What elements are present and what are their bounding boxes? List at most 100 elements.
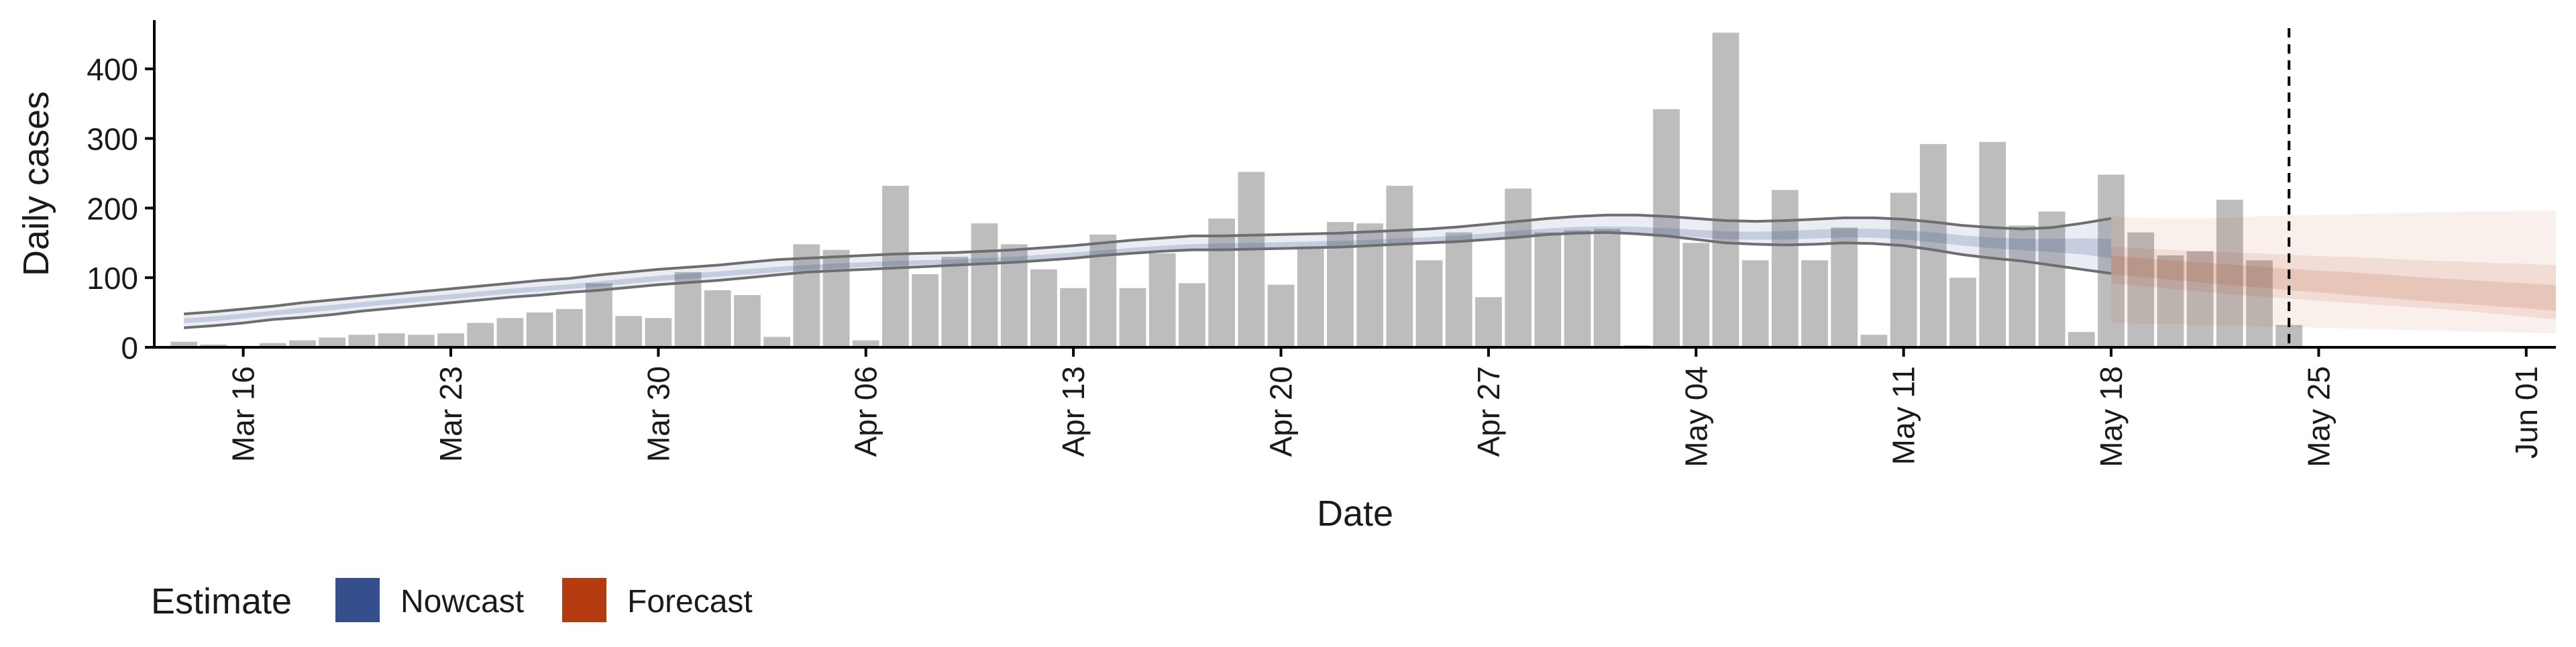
x-tick-label: May 18: [2094, 366, 2129, 467]
y-tick-label: 200: [87, 191, 138, 226]
bar: [1208, 218, 1235, 347]
bar: [170, 341, 198, 347]
x-tick-label: Mar 30: [641, 366, 676, 462]
x-axis-title: Date: [1317, 493, 1393, 534]
y-tick-label: 400: [87, 52, 138, 87]
bar: [1089, 234, 1117, 347]
nowcast-band-90: [184, 215, 2112, 328]
x-tick-label: May 04: [1678, 366, 1713, 467]
bar: [1831, 227, 1858, 347]
x-tick-label: Apr 13: [1056, 366, 1091, 457]
y-tick-label: 300: [87, 122, 138, 157]
bar: [1297, 246, 1324, 347]
bar: [1860, 335, 1888, 347]
y-tick-label: 100: [87, 261, 138, 296]
x-tick-label: Apr 27: [1471, 366, 1506, 457]
bar: [704, 290, 731, 347]
bar: [1475, 297, 1502, 347]
bar: [674, 272, 702, 347]
bar: [407, 335, 435, 347]
x-tick-label: Mar 16: [226, 366, 261, 462]
bar: [1386, 186, 1413, 347]
bar: [378, 333, 405, 347]
bar: [2008, 225, 2036, 347]
bar: [319, 337, 346, 347]
bar: [1949, 278, 1976, 347]
nowcast-lower-line: [184, 231, 2112, 329]
bar: [734, 295, 761, 347]
bar: [1505, 188, 1532, 347]
nowcast-band-inner: [184, 226, 2112, 324]
bar: [2157, 255, 2184, 347]
legend-title: Estimate: [151, 581, 292, 622]
bar: [200, 344, 227, 347]
legend: Estimate Nowcast Forecast: [151, 578, 753, 622]
bar: [822, 249, 850, 347]
x-tick-label: Jun 01: [2509, 366, 2544, 459]
bar: [1148, 253, 1176, 347]
bar: [1534, 232, 1562, 347]
y-ticks: 0 100 200 300 400: [87, 52, 154, 365]
forecast-band-outer: [2111, 211, 2556, 334]
bar: [1415, 260, 1443, 347]
bar: [2038, 211, 2065, 347]
bar: [971, 223, 998, 347]
x-tick-label: Apr 06: [849, 366, 883, 457]
bar: [615, 316, 643, 347]
bar: [1801, 260, 1828, 347]
bar: [289, 340, 316, 347]
bar: [586, 283, 612, 347]
bar: [437, 333, 464, 347]
bar: [2068, 332, 2095, 347]
x-tick-label: May 25: [2301, 366, 2336, 467]
bar: [555, 308, 583, 347]
bar: [2098, 174, 2125, 347]
legend-key-forecast: [562, 578, 606, 622]
bar: [1712, 32, 1739, 347]
bar: [1682, 243, 1710, 347]
bar: [1593, 229, 1621, 347]
bar: [1179, 283, 1205, 347]
legend-key-nowcast: [335, 578, 380, 622]
bar: [1445, 232, 1472, 347]
y-axis-title: Daily cases: [16, 91, 56, 276]
bar: [1653, 109, 1680, 347]
x-tick-label: Apr 20: [1264, 366, 1299, 457]
bar: [645, 318, 672, 347]
bar: [1060, 288, 1087, 347]
bar: [793, 244, 820, 347]
y-tick-label: 0: [121, 331, 138, 365]
bar: [2186, 251, 2214, 347]
forecast-band-90: [2111, 246, 2556, 320]
nowcast-upper-line: [184, 213, 2112, 316]
bar: [1741, 260, 1769, 347]
x-ticks: Mar 16 Mar 23 Mar 30 Apr 06 Apr 13 Apr 20 Apr …: [226, 347, 2544, 467]
bar: [1238, 172, 1265, 347]
ribbons-layer: [184, 211, 2556, 334]
bar: [1919, 143, 1947, 347]
forecast-band-50: [2111, 255, 2556, 311]
x-tick-label: May 11: [1886, 366, 1921, 465]
bars-layer: [170, 32, 2303, 347]
bar: [2216, 199, 2243, 347]
bar: [1979, 141, 2006, 347]
axes-layer: [153, 20, 2556, 349]
bar: [2127, 232, 2155, 347]
bar: [941, 257, 969, 347]
x-tick-label: Mar 23: [433, 366, 468, 462]
bar: [496, 318, 524, 347]
bar: [763, 337, 791, 347]
bar: [526, 312, 553, 347]
bar: [1890, 192, 1917, 347]
bar: [1327, 222, 1354, 347]
bar: [1564, 230, 1591, 347]
legend-label-forecast: Forecast: [627, 584, 753, 620]
bar: [1267, 284, 1295, 347]
bar: [1119, 288, 1146, 347]
bar: [259, 343, 286, 347]
bar: [1771, 190, 1799, 347]
bar: [467, 322, 494, 347]
bar: [912, 274, 939, 347]
bar: [2246, 260, 2273, 347]
